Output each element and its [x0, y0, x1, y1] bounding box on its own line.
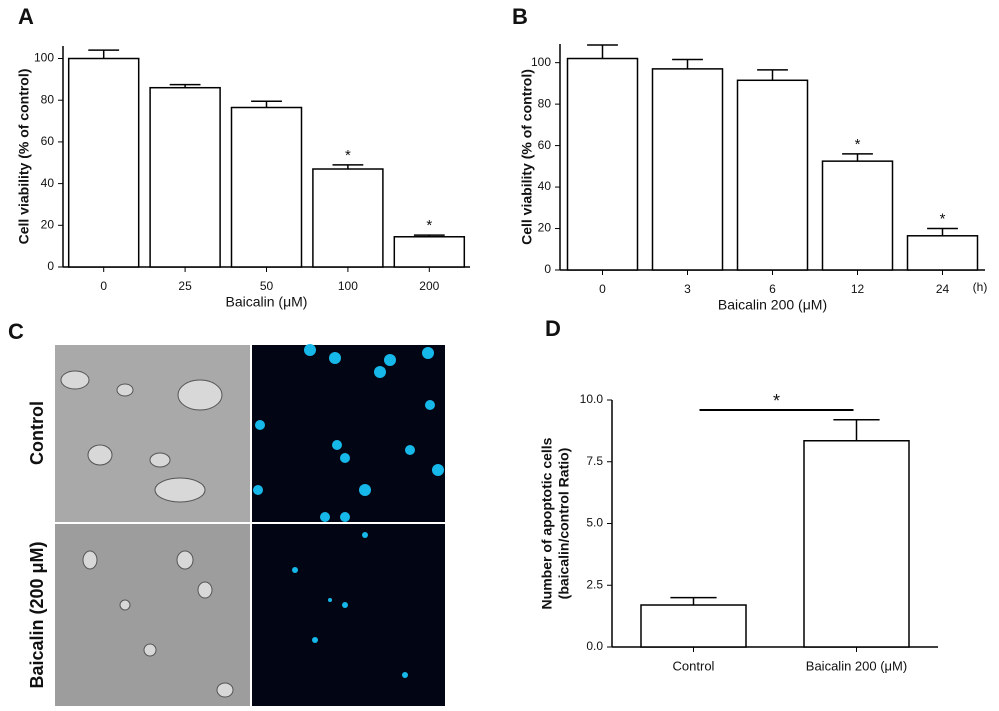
- significance-marker: *: [940, 211, 946, 228]
- bar: [803, 440, 910, 648]
- y-tick-label: 40: [41, 176, 55, 190]
- panel-letter: A: [18, 4, 34, 29]
- significance-marker: *: [855, 136, 861, 153]
- x-tick-label: 25: [178, 279, 192, 293]
- row-label: Baicalin (200 μM): [27, 541, 47, 688]
- significance-marker: *: [426, 217, 432, 234]
- y-tick-label: 0: [544, 262, 551, 276]
- x-tick-label: 0: [599, 282, 606, 296]
- y-tick-label: 20: [538, 221, 552, 235]
- y-tick-label: 5.0: [586, 516, 603, 530]
- bar: [67, 57, 140, 268]
- x-axis-label: Baicalin 200 (μM): [718, 297, 827, 313]
- fluorescence-treated: [252, 524, 445, 706]
- x-tick-label: 200: [419, 279, 439, 293]
- y-tick-label: 80: [538, 96, 552, 110]
- y-tick-label: 2.5: [586, 577, 603, 591]
- y-tick-label: 0: [47, 259, 54, 273]
- bar: [651, 68, 724, 271]
- x-tick-label: 6: [769, 282, 776, 296]
- panel-letter: C: [8, 319, 24, 344]
- y-tick-label: 0.0: [586, 639, 603, 653]
- bar: [640, 604, 747, 648]
- significance-marker: *: [345, 147, 351, 164]
- y-tick-label: 60: [538, 138, 552, 152]
- x-tick-label: 12: [851, 282, 865, 296]
- y-tick-label: 7.5: [586, 454, 603, 468]
- x-unit: (h): [973, 280, 988, 294]
- bar: [393, 236, 466, 268]
- bar: [906, 235, 979, 271]
- y-tick-label: 60: [41, 134, 55, 148]
- x-tick-label: 3: [684, 282, 691, 296]
- x-tick-label: 100: [338, 279, 358, 293]
- y-axis-label: Cell viability (% of control): [16, 69, 32, 245]
- fluorescence-control: [252, 345, 445, 522]
- y-axis-label: Number of apoptotic cells: [539, 437, 555, 609]
- y-tick-label: 80: [41, 92, 55, 106]
- x-tick-label: Baicalin 200 (μM): [806, 658, 907, 673]
- row-label: Control: [27, 401, 47, 465]
- y-tick-label: 20: [41, 217, 55, 231]
- x-axis-label: Baicalin (μM): [226, 294, 308, 310]
- panel-letter: B: [512, 4, 528, 29]
- bar: [736, 79, 809, 271]
- y-tick-label: 100: [34, 51, 54, 65]
- x-tick-label: 0: [100, 279, 107, 293]
- panel-letter: D: [545, 316, 561, 341]
- phase-contrast-control: [55, 345, 250, 522]
- x-tick-label: 50: [260, 279, 274, 293]
- y-tick-label: 10.0: [580, 392, 604, 406]
- y-axis-label: (baicalin/control Ratio): [556, 448, 572, 600]
- y-axis-label: Cell viability (% of control): [519, 69, 535, 245]
- x-tick-label: 24: [936, 282, 950, 296]
- x-tick-label: Control: [673, 658, 715, 673]
- bar: [566, 57, 639, 271]
- y-tick-label: 40: [538, 179, 552, 193]
- significance-marker: *: [773, 391, 780, 411]
- bar: [312, 168, 384, 268]
- micrographs: Control Baicalin (200 μM): [27, 344, 445, 706]
- bar: [230, 106, 303, 268]
- bar: [149, 86, 221, 268]
- phase-contrast-treated: [55, 524, 250, 706]
- y-tick-label: 100: [531, 55, 551, 69]
- bar: [821, 160, 894, 271]
